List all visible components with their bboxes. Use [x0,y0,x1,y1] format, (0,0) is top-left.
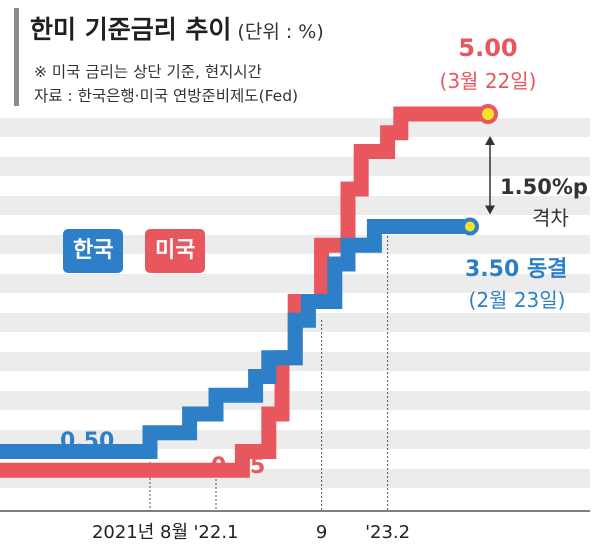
gap-arrow-head-bottom [485,205,495,215]
us-peak-value: 5.00 [458,34,517,62]
title-accent-bar [14,8,19,106]
korea-start-label: 0.50 [60,429,114,454]
x-ticks: 2021년 8월 '22.1 9 '23.2 [92,522,410,543]
gap-indicator [485,136,495,215]
us-end-marker [478,104,498,124]
band [0,274,590,293]
gap-arrow-head-top [485,136,495,145]
korea-peak-value: 3.50 동결 [465,257,567,282]
band [0,157,590,176]
unit-label: (단위 : %) [237,21,324,43]
us-peak-date: (3월 22일) [440,69,537,93]
band [0,391,590,410]
x-tick-label: '23.2 [365,522,410,543]
korea-rate-line [0,219,468,459]
note-line: ※ 미국 금리는 상단 기준, 현지시간 [34,63,262,81]
legend-korea: 한국 [63,229,124,273]
gap-label: 격차 [532,206,569,230]
korea-peak-date: (2월 23일) [469,288,566,312]
x-tick-label: 9 [316,522,327,543]
x-tick-label: '22.1 [193,522,238,543]
gap-value: 1.50%p [500,175,588,199]
us-start-label: 0.25 [211,454,265,479]
end-markers [461,104,498,236]
x-tick-label: 2021년 8월 [92,522,188,543]
source-line: 자료 : 한국은행·미국 연방준비제도(Fed) [34,87,299,105]
us-rate-line [0,106,488,478]
band [0,196,590,215]
chart-title: 한미 기준금리 추이 (단위 : %) [30,15,324,44]
legend-us: 미국 [145,229,206,273]
korea-end-marker [461,217,479,236]
band [0,118,590,137]
series-lines [0,106,488,478]
